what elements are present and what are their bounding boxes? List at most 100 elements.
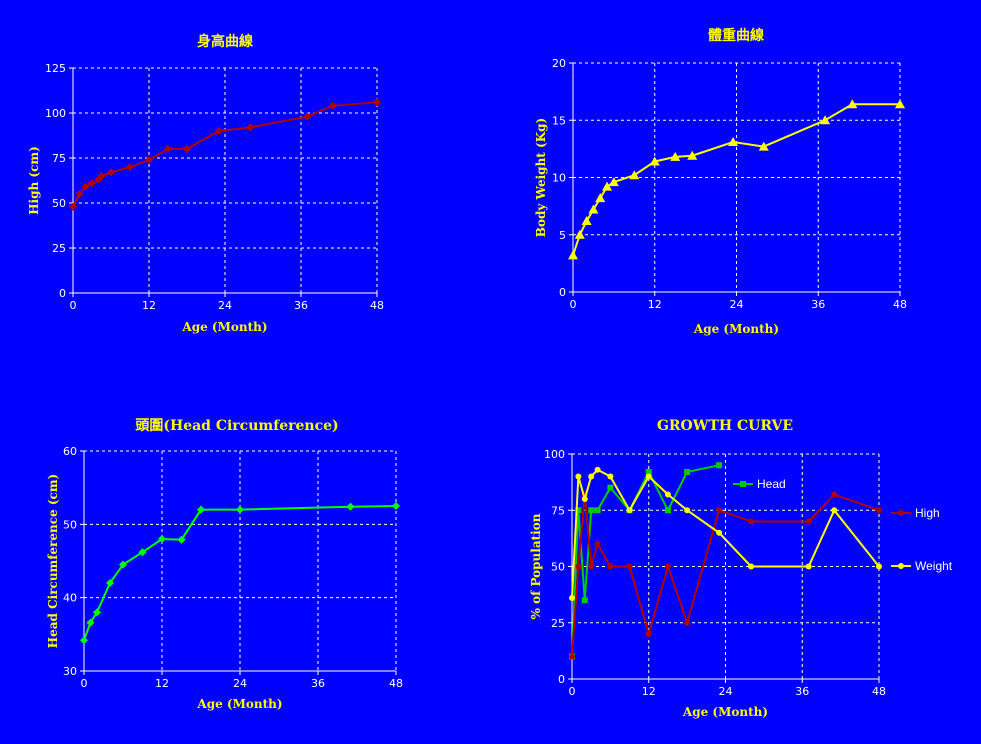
- series-weight: [569, 466, 882, 601]
- data-point: [80, 636, 88, 645]
- data-point: [876, 563, 882, 570]
- legend-entry-high: High: [891, 506, 940, 520]
- y-axis-label: % of Population: [529, 513, 543, 619]
- data-point: [594, 541, 601, 547]
- x-tick-label: 24: [719, 685, 733, 698]
- data-point: [106, 579, 114, 587]
- data-point: [88, 179, 96, 188]
- chart-head: 頭圍(Head Circumference) 0 12 24 36 48 30 40 50 60 A…: [46, 418, 403, 711]
- data-point: [575, 563, 582, 570]
- data-point: [758, 141, 769, 151]
- data-point: [246, 123, 255, 132]
- x-tick-label: 48: [370, 299, 384, 312]
- x-tick-label: 12: [155, 677, 169, 690]
- y-tick-label: 75: [551, 504, 565, 517]
- y-tick-label: 100: [544, 448, 565, 461]
- data-point: [831, 491, 838, 498]
- y-tick-label: 25: [52, 242, 66, 255]
- x-tick-label: 36: [811, 298, 825, 311]
- legend-marker: [898, 563, 904, 569]
- data-point: [81, 182, 90, 191]
- data-point: [119, 560, 127, 569]
- y-tick-label: 50: [551, 561, 565, 574]
- y-axis-label: Body Weight (Kg): [534, 118, 548, 237]
- data-point: [607, 484, 614, 491]
- data-point: [107, 168, 115, 177]
- y-axis-label: Head Circumference (cm): [46, 474, 60, 648]
- data-point: [97, 172, 106, 180]
- x-axis-label: Age (Month): [682, 705, 768, 719]
- data-point: [568, 250, 578, 260]
- data-point: [75, 190, 84, 198]
- chart-title: GROWTH CURVE: [657, 418, 793, 434]
- data-point: [581, 496, 588, 502]
- data-point: [346, 502, 355, 511]
- series-line: [72, 101, 378, 208]
- data-point: [895, 99, 905, 109]
- data-point: [214, 127, 223, 135]
- data-point: [847, 99, 858, 109]
- data-point: [197, 505, 205, 514]
- x-tick-label: 24: [218, 299, 232, 312]
- data-point: [581, 597, 588, 604]
- legend-entry-weight: Weight: [891, 559, 953, 573]
- data-point: [626, 563, 633, 570]
- data-point: [183, 145, 191, 153]
- x-tick-label: 12: [648, 298, 662, 311]
- legend-label: Weight: [915, 559, 953, 573]
- data-point: [805, 518, 812, 525]
- data-point: [588, 563, 595, 570]
- data-point: [575, 507, 582, 514]
- x-tick-label: 36: [795, 685, 809, 698]
- series-line: [571, 464, 720, 657]
- data-point: [373, 98, 381, 107]
- data-point: [664, 491, 671, 498]
- data-point: [645, 469, 652, 475]
- data-point: [236, 505, 244, 514]
- series-height: [69, 98, 381, 211]
- y-tick-label: 0: [558, 673, 565, 686]
- chart-title: 體重曲線: [708, 27, 764, 44]
- legend-label: Head: [757, 477, 786, 491]
- data-point: [748, 563, 755, 570]
- data-point: [145, 155, 153, 164]
- chart-growth: GROWTH CURVE 0 12 24 36 48 0 25 50 75 100 Age (Mont…: [529, 418, 953, 719]
- x-tick-label: 0: [81, 677, 88, 690]
- x-axis-label: Age (Month): [196, 697, 282, 711]
- x-tick-label: 0: [570, 298, 577, 311]
- data-point: [684, 469, 691, 475]
- data-point: [588, 507, 595, 514]
- data-point: [626, 507, 633, 514]
- y-tick-label: 50: [63, 518, 77, 531]
- data-point: [607, 563, 614, 570]
- series-head: [80, 502, 400, 645]
- x-tick-label: 48: [389, 677, 403, 690]
- x-tick-label: 48: [893, 298, 907, 311]
- y-tick-label: 100: [45, 107, 66, 120]
- data-point: [608, 177, 619, 187]
- x-tick-label: 12: [142, 299, 156, 312]
- chart-title: 頭圍(Head Circumference): [135, 418, 338, 434]
- legend-entry-head: Head: [733, 477, 786, 491]
- data-point: [581, 216, 592, 226]
- data-point: [575, 473, 582, 480]
- data-point: [748, 518, 755, 525]
- data-point: [93, 608, 101, 617]
- data-point: [728, 137, 739, 147]
- y-tick-label: 5: [559, 229, 566, 242]
- data-point: [569, 595, 575, 601]
- data-point: [86, 618, 95, 627]
- data-point: [664, 563, 671, 570]
- legend-marker: [898, 510, 904, 516]
- data-point: [588, 473, 595, 480]
- data-point: [649, 156, 660, 166]
- x-tick-label: 0: [70, 299, 77, 312]
- data-point: [588, 204, 599, 214]
- data-point: [574, 229, 585, 239]
- data-point: [645, 631, 652, 637]
- data-point: [594, 466, 601, 473]
- data-point: [805, 563, 812, 570]
- data-point: [820, 115, 831, 125]
- chart-weight: 體重曲線 0 12 24 36 48 0 5 10 15 20 Age (Month) Body Wei…: [534, 27, 907, 336]
